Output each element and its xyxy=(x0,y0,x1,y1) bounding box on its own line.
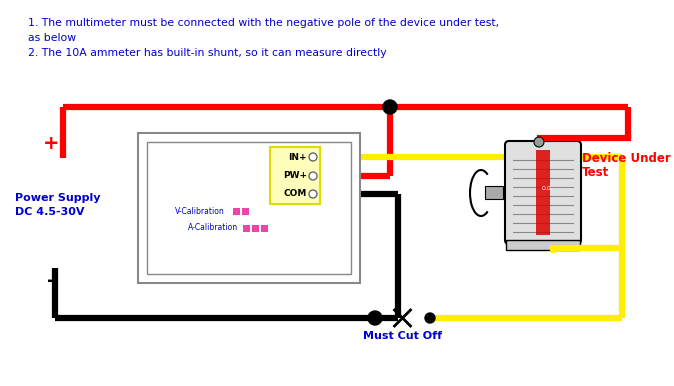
Circle shape xyxy=(383,100,397,114)
Bar xyxy=(147,142,351,274)
Text: 1. The multimeter must be connected with the negative pole of the device under t: 1. The multimeter must be connected with… xyxy=(28,18,499,28)
Text: Power Supply: Power Supply xyxy=(15,193,100,203)
Text: +: + xyxy=(42,134,59,153)
Circle shape xyxy=(368,311,382,325)
Bar xyxy=(506,240,580,250)
Bar xyxy=(485,186,503,199)
Text: Must Cut Off: Must Cut Off xyxy=(363,331,443,341)
Text: DC 4.5-30V: DC 4.5-30V xyxy=(15,207,84,217)
Bar xyxy=(261,225,268,232)
Bar xyxy=(536,150,550,235)
Circle shape xyxy=(309,172,317,180)
Bar xyxy=(270,147,320,204)
Text: -: - xyxy=(47,271,55,290)
Bar xyxy=(138,133,360,283)
FancyBboxPatch shape xyxy=(505,141,581,244)
Text: Device Under: Device Under xyxy=(582,151,671,164)
Bar xyxy=(243,225,250,232)
Circle shape xyxy=(534,137,544,147)
Text: Test: Test xyxy=(582,166,609,179)
Text: COM: COM xyxy=(284,190,307,198)
Bar xyxy=(242,208,249,215)
Text: 0.0: 0.0 xyxy=(542,186,552,191)
Bar xyxy=(233,208,240,215)
Bar xyxy=(252,225,259,232)
Text: 2. The 10A ammeter has built-in shunt, so it can measure directly: 2. The 10A ammeter has built-in shunt, s… xyxy=(28,48,387,58)
Text: A-Calibration: A-Calibration xyxy=(188,223,238,232)
Circle shape xyxy=(309,190,317,198)
Text: IN+: IN+ xyxy=(288,152,307,161)
Text: as below: as below xyxy=(28,33,76,43)
Text: PW+: PW+ xyxy=(283,171,307,181)
Circle shape xyxy=(425,313,435,323)
Circle shape xyxy=(309,153,317,161)
Text: V-Calibration: V-Calibration xyxy=(175,207,224,215)
